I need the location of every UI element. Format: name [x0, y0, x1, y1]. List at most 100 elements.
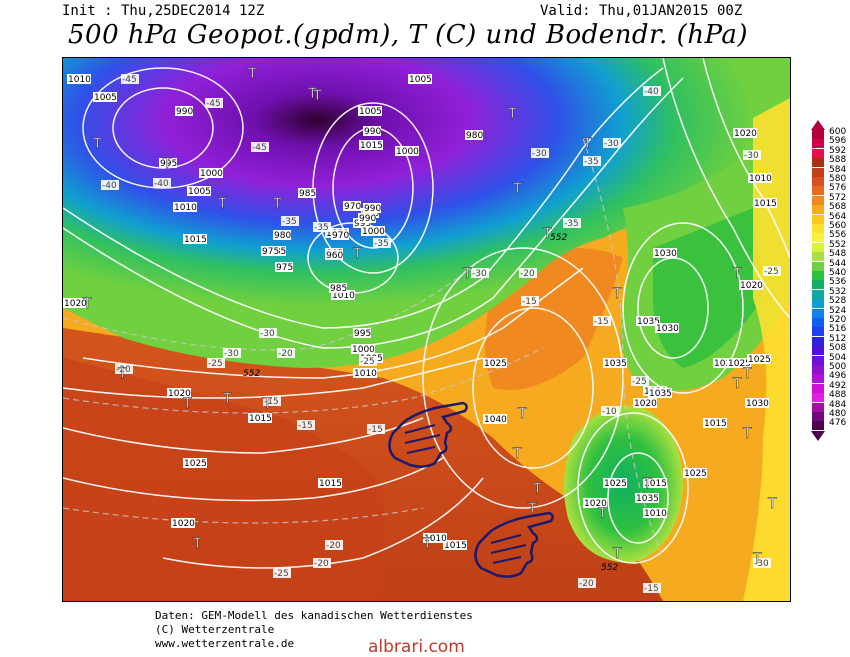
low-pressure-marker: T: [732, 266, 742, 282]
temperature-label: -30: [743, 150, 761, 161]
scale-swatch: [812, 271, 824, 280]
scale-label: 520: [829, 315, 847, 325]
isobar-label: 990: [363, 126, 381, 137]
svg-text:1015: 1015: [754, 199, 777, 209]
temperature-label: -15: [367, 424, 385, 435]
isobar-label: 1025: [683, 468, 707, 479]
scale-swatch: [812, 186, 824, 196]
isobar-label: 980: [273, 230, 291, 241]
svg-text:1020: 1020: [584, 499, 607, 509]
scale-label: 588: [829, 155, 847, 166]
isobar-label: 1030: [655, 323, 679, 334]
isobar-label: 1025: [603, 478, 627, 489]
footer-url[interactable]: www.wetterzentrale.de: [155, 637, 295, 650]
scale-swatch: [812, 412, 824, 421]
svg-text:1010: 1010: [424, 534, 447, 544]
scale-swatch: [812, 252, 824, 262]
scale-label: 480: [829, 409, 847, 419]
scale-swatch: [812, 224, 824, 233]
svg-text:-45: -45: [122, 75, 137, 85]
svg-text:-40: -40: [154, 179, 169, 189]
isobar-label: 995: [159, 158, 177, 169]
isobar-label: 1015: [318, 478, 342, 489]
svg-text:-15: -15: [594, 317, 609, 327]
isobar-label: 1035: [636, 316, 660, 327]
isobar-label: 975: [261, 246, 279, 257]
svg-text:1025: 1025: [184, 459, 207, 469]
low-pressure-marker: T: [307, 86, 317, 102]
svg-text:-35: -35: [564, 219, 579, 229]
scale-label: 504: [829, 352, 847, 363]
scale-label: 552: [829, 239, 847, 250]
svg-text:1020: 1020: [740, 281, 763, 291]
low-pressure-marker: T: [82, 296, 92, 312]
isobar-label: 1010: [331, 290, 355, 301]
temperature-label: -20: [277, 348, 295, 359]
svg-text:-30: -30: [604, 139, 619, 149]
isobar-label: 1005: [408, 74, 432, 85]
svg-text:-30: -30: [744, 151, 759, 161]
scale-arrow-top-icon: [811, 120, 825, 130]
footer: Daten: GEM-Modell des kanadischen Wetter…: [155, 609, 473, 651]
scale-label: 508: [829, 343, 847, 354]
svg-text:1020: 1020: [172, 519, 195, 529]
low-pressure-marker: T: [182, 396, 192, 412]
low-pressure-marker: T: [742, 366, 752, 382]
isobar-label: 1000: [361, 226, 385, 237]
svg-text:1035: 1035: [637, 317, 660, 327]
svg-text:1000: 1000: [396, 147, 419, 157]
isobar-label: 1015: [703, 418, 727, 429]
temperature-label: -35: [281, 216, 299, 227]
svg-text:-45: -45: [206, 99, 221, 109]
isobar-label: 995: [353, 328, 371, 339]
contour-552-label: 552: [550, 233, 567, 243]
scale-swatch: [812, 280, 824, 290]
scale-label: 596: [829, 136, 847, 147]
low-pressure-marker: T: [422, 536, 432, 552]
svg-text:-15: -15: [644, 584, 659, 594]
svg-text:1005: 1005: [94, 93, 117, 103]
isobar-label: 1020: [733, 128, 757, 139]
low-pressure-marker: T: [742, 426, 752, 442]
svg-text:1025: 1025: [484, 359, 507, 369]
scale-label: 540: [829, 268, 847, 278]
scale-swatch: [812, 148, 824, 158]
scale-label: 592: [829, 145, 847, 156]
isobar-label: 1035: [603, 358, 627, 369]
svg-text:1015: 1015: [249, 414, 272, 424]
scale-label: 548: [829, 249, 847, 260]
scale-label: 492: [829, 380, 847, 391]
isobar-label: 990: [358, 213, 376, 224]
low-pressure-marker: T: [162, 156, 172, 172]
scale-swatch: [812, 383, 824, 393]
svg-text:975: 975: [276, 263, 293, 273]
isobar-label: 1010: [173, 202, 197, 213]
temperature-label: -20: [578, 578, 596, 589]
scale-label: 484: [829, 399, 847, 410]
svg-text:-30: -30: [754, 559, 769, 569]
isobar-label: 1005: [93, 92, 117, 103]
scale-swatch: [812, 139, 824, 149]
svg-text:995: 995: [160, 159, 177, 169]
temperature-label: -15: [593, 316, 611, 327]
low-pressure-marker: T: [262, 396, 272, 412]
scale-swatch: [812, 318, 824, 327]
svg-text:-30: -30: [532, 149, 547, 159]
isobar-label: 1015: [753, 198, 777, 209]
scale-label: 560: [829, 221, 847, 231]
isobar-label: 1025: [183, 458, 207, 469]
scale-label: 600: [829, 127, 847, 137]
contour-552-label: 552: [243, 369, 260, 379]
isobar-label: 1005: [358, 106, 382, 117]
temperature-label: -15: [521, 296, 539, 307]
svg-text:-20: -20: [314, 559, 329, 569]
svg-text:970: 970: [332, 231, 349, 241]
temperature-label: -30: [471, 268, 489, 279]
isobar-label: 1020: [633, 398, 657, 409]
svg-text:1020: 1020: [168, 389, 191, 399]
isobar-label: 1010: [67, 74, 91, 85]
isobar-label: 980: [465, 130, 483, 141]
svg-text:1035: 1035: [649, 389, 672, 399]
isobar-label: 985: [329, 283, 347, 294]
isobar-label: 1035: [648, 388, 672, 399]
